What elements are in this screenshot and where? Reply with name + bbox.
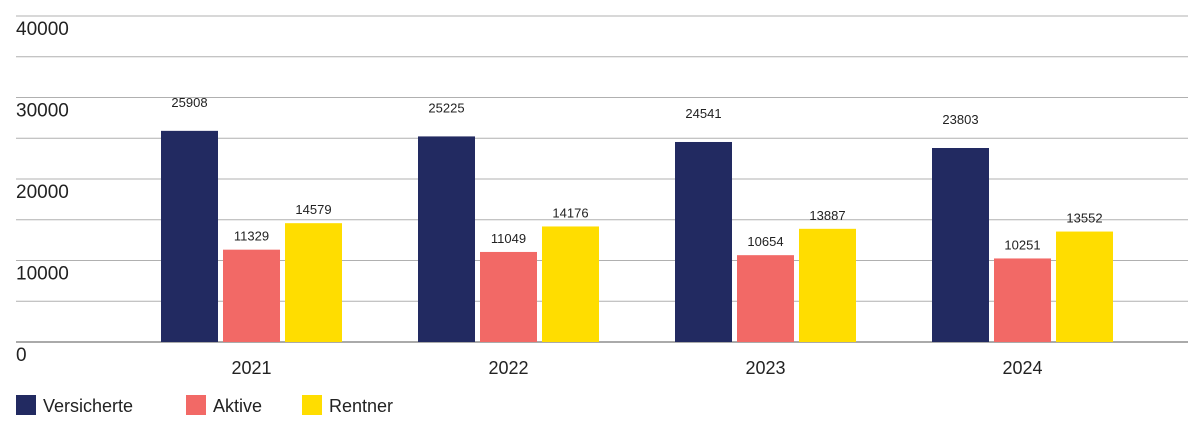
bar-versicherte-2023 bbox=[675, 141, 732, 342]
data-labels: 25908 11329 14579 25225 11049 14176 24541 10654… bbox=[171, 95, 1102, 253]
bar-aktive-2021 bbox=[223, 249, 280, 342]
bar-aktive-2022 bbox=[480, 251, 537, 342]
data-label: 10251 bbox=[1004, 237, 1040, 252]
bar-aktive-2024 bbox=[994, 258, 1051, 342]
bar-versicherte-2024 bbox=[932, 148, 989, 342]
data-label: 13887 bbox=[809, 208, 845, 223]
bar-rentner-2024 bbox=[1056, 231, 1113, 342]
legend-swatch-rentner bbox=[302, 395, 322, 415]
x-tick-label: 2024 bbox=[1002, 358, 1042, 378]
bar-rentner-2023 bbox=[799, 228, 856, 342]
y-tick-label: 0 bbox=[16, 345, 27, 366]
bar-rentner-2021 bbox=[285, 223, 342, 342]
y-tick-label: 30000 bbox=[16, 101, 69, 122]
legend-swatch-versicherte bbox=[16, 395, 36, 415]
bar-aktive-2023 bbox=[737, 255, 794, 342]
bar-versicherte-2022 bbox=[418, 136, 475, 342]
data-label: 23803 bbox=[942, 112, 978, 127]
legend-swatch-aktive bbox=[186, 395, 206, 415]
y-tick-label: 40000 bbox=[16, 19, 69, 40]
x-tick-label: 2022 bbox=[488, 358, 528, 378]
x-axis-ticks: 2021 2022 2023 2024 bbox=[231, 358, 1042, 378]
y-tick-label: 10000 bbox=[16, 264, 69, 285]
bars bbox=[161, 130, 1113, 342]
data-label: 14579 bbox=[295, 202, 331, 217]
legend-label-aktive: Aktive bbox=[213, 396, 262, 416]
data-label: 13552 bbox=[1066, 211, 1102, 226]
x-tick-label: 2021 bbox=[231, 358, 271, 378]
data-label: 11329 bbox=[234, 229, 269, 244]
legend-label-rentner: Rentner bbox=[329, 396, 393, 416]
data-label: 25225 bbox=[428, 100, 464, 115]
legend: Versicherte Aktive Rentner bbox=[16, 395, 393, 416]
data-label: 14176 bbox=[552, 205, 588, 220]
data-label: 11049 bbox=[491, 231, 526, 246]
data-label: 24541 bbox=[685, 106, 721, 121]
bar-rentner-2022 bbox=[542, 226, 599, 342]
y-axis-ticks: 0 10000 20000 30000 40000 bbox=[16, 19, 69, 366]
bar-versicherte-2021 bbox=[161, 130, 218, 342]
data-label: 25908 bbox=[171, 95, 207, 110]
data-label: 10654 bbox=[747, 234, 783, 249]
legend-label-versicherte: Versicherte bbox=[43, 396, 133, 416]
y-tick-label: 20000 bbox=[16, 182, 69, 203]
x-tick-label: 2023 bbox=[745, 358, 785, 378]
